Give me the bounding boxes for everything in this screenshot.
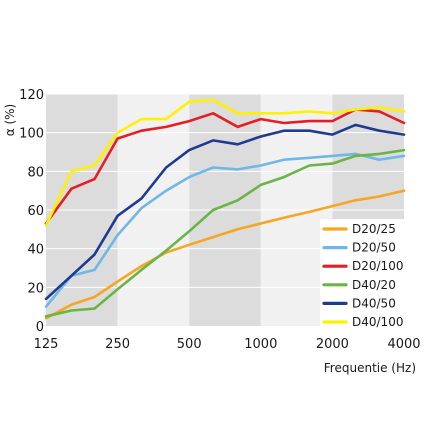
legend-label: D20/100	[352, 259, 403, 273]
horizontal-gridlines	[46, 93, 404, 288]
series-line-d20-50	[44, 152, 406, 309]
series-line-d20-100	[44, 108, 406, 225]
x-tick-label: 125	[34, 337, 59, 352]
y-tick-label: 120	[19, 88, 44, 103]
legend-label: D20/50	[352, 241, 396, 255]
legend-box	[320, 219, 406, 331]
x-tick-label: 500	[177, 337, 202, 352]
x-tick-label: 1000	[244, 337, 277, 352]
legend-label: D40/100	[352, 315, 403, 329]
series-line-d40-50	[44, 123, 406, 301]
y-tick-label: 20	[27, 281, 44, 296]
series-line-d20-25	[44, 189, 406, 320]
legend-label: D40/50	[352, 296, 396, 310]
y-tick-label: 0	[36, 320, 44, 335]
legend: D20/25 D20/50 D20/100 D40/20 D40/50 D40/100	[320, 219, 406, 331]
series-lines	[44, 98, 406, 320]
x-tick-label: 250	[105, 337, 130, 352]
x-tick-label: 2000	[316, 337, 349, 352]
x-axis-tick-labels: 125 250 500 1000 2000 4000	[34, 337, 421, 352]
y-tick-label: 80	[27, 165, 44, 180]
x-axis-title: Frequentie (Hz)	[324, 361, 416, 375]
series-line-d40-20	[44, 148, 406, 318]
y-tick-label: 60	[27, 204, 44, 219]
y-axis-title: α (%)	[3, 104, 17, 137]
y-tick-label: 40	[27, 243, 44, 258]
legend-label: D40/20	[352, 278, 396, 292]
legend-label: D20/25	[352, 222, 396, 236]
series-line-d40-100	[44, 98, 406, 227]
x-tick-label: 4000	[387, 337, 420, 352]
y-tick-label: 100	[19, 127, 44, 142]
y-axis-tick-labels: 0 20 40 60 80 100 120	[19, 88, 44, 335]
